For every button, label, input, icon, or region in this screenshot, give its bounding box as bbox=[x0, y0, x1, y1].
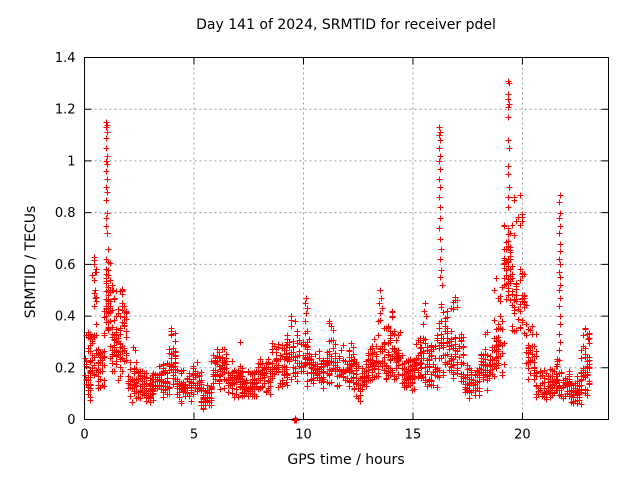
y-tick-label: 0.2 bbox=[55, 361, 76, 376]
y-tick-label: 1.2 bbox=[55, 103, 76, 118]
y-tick-label: 0.6 bbox=[55, 258, 76, 273]
x-axis-label: GPS time / hours bbox=[287, 452, 405, 468]
x-tick-label: 0 bbox=[80, 428, 88, 443]
x-tick-label: 5 bbox=[190, 428, 198, 443]
y-tick-label: 0.8 bbox=[55, 206, 76, 221]
y-tick-label: 0 bbox=[67, 413, 75, 428]
y-tick-label: 1.4 bbox=[55, 51, 76, 66]
x-tick-label: 15 bbox=[405, 428, 422, 443]
y-tick-label: 0.4 bbox=[55, 310, 76, 325]
plot-border bbox=[84, 57, 609, 420]
y-tick-label: 1 bbox=[67, 154, 75, 169]
chart-title: Day 141 of 2024, SRMTID for receiver pde… bbox=[196, 17, 496, 33]
data-points bbox=[82, 78, 593, 424]
x-tick-label: 20 bbox=[514, 428, 531, 443]
axis-ticks bbox=[84, 57, 609, 420]
x-tick-label: 10 bbox=[295, 428, 312, 443]
